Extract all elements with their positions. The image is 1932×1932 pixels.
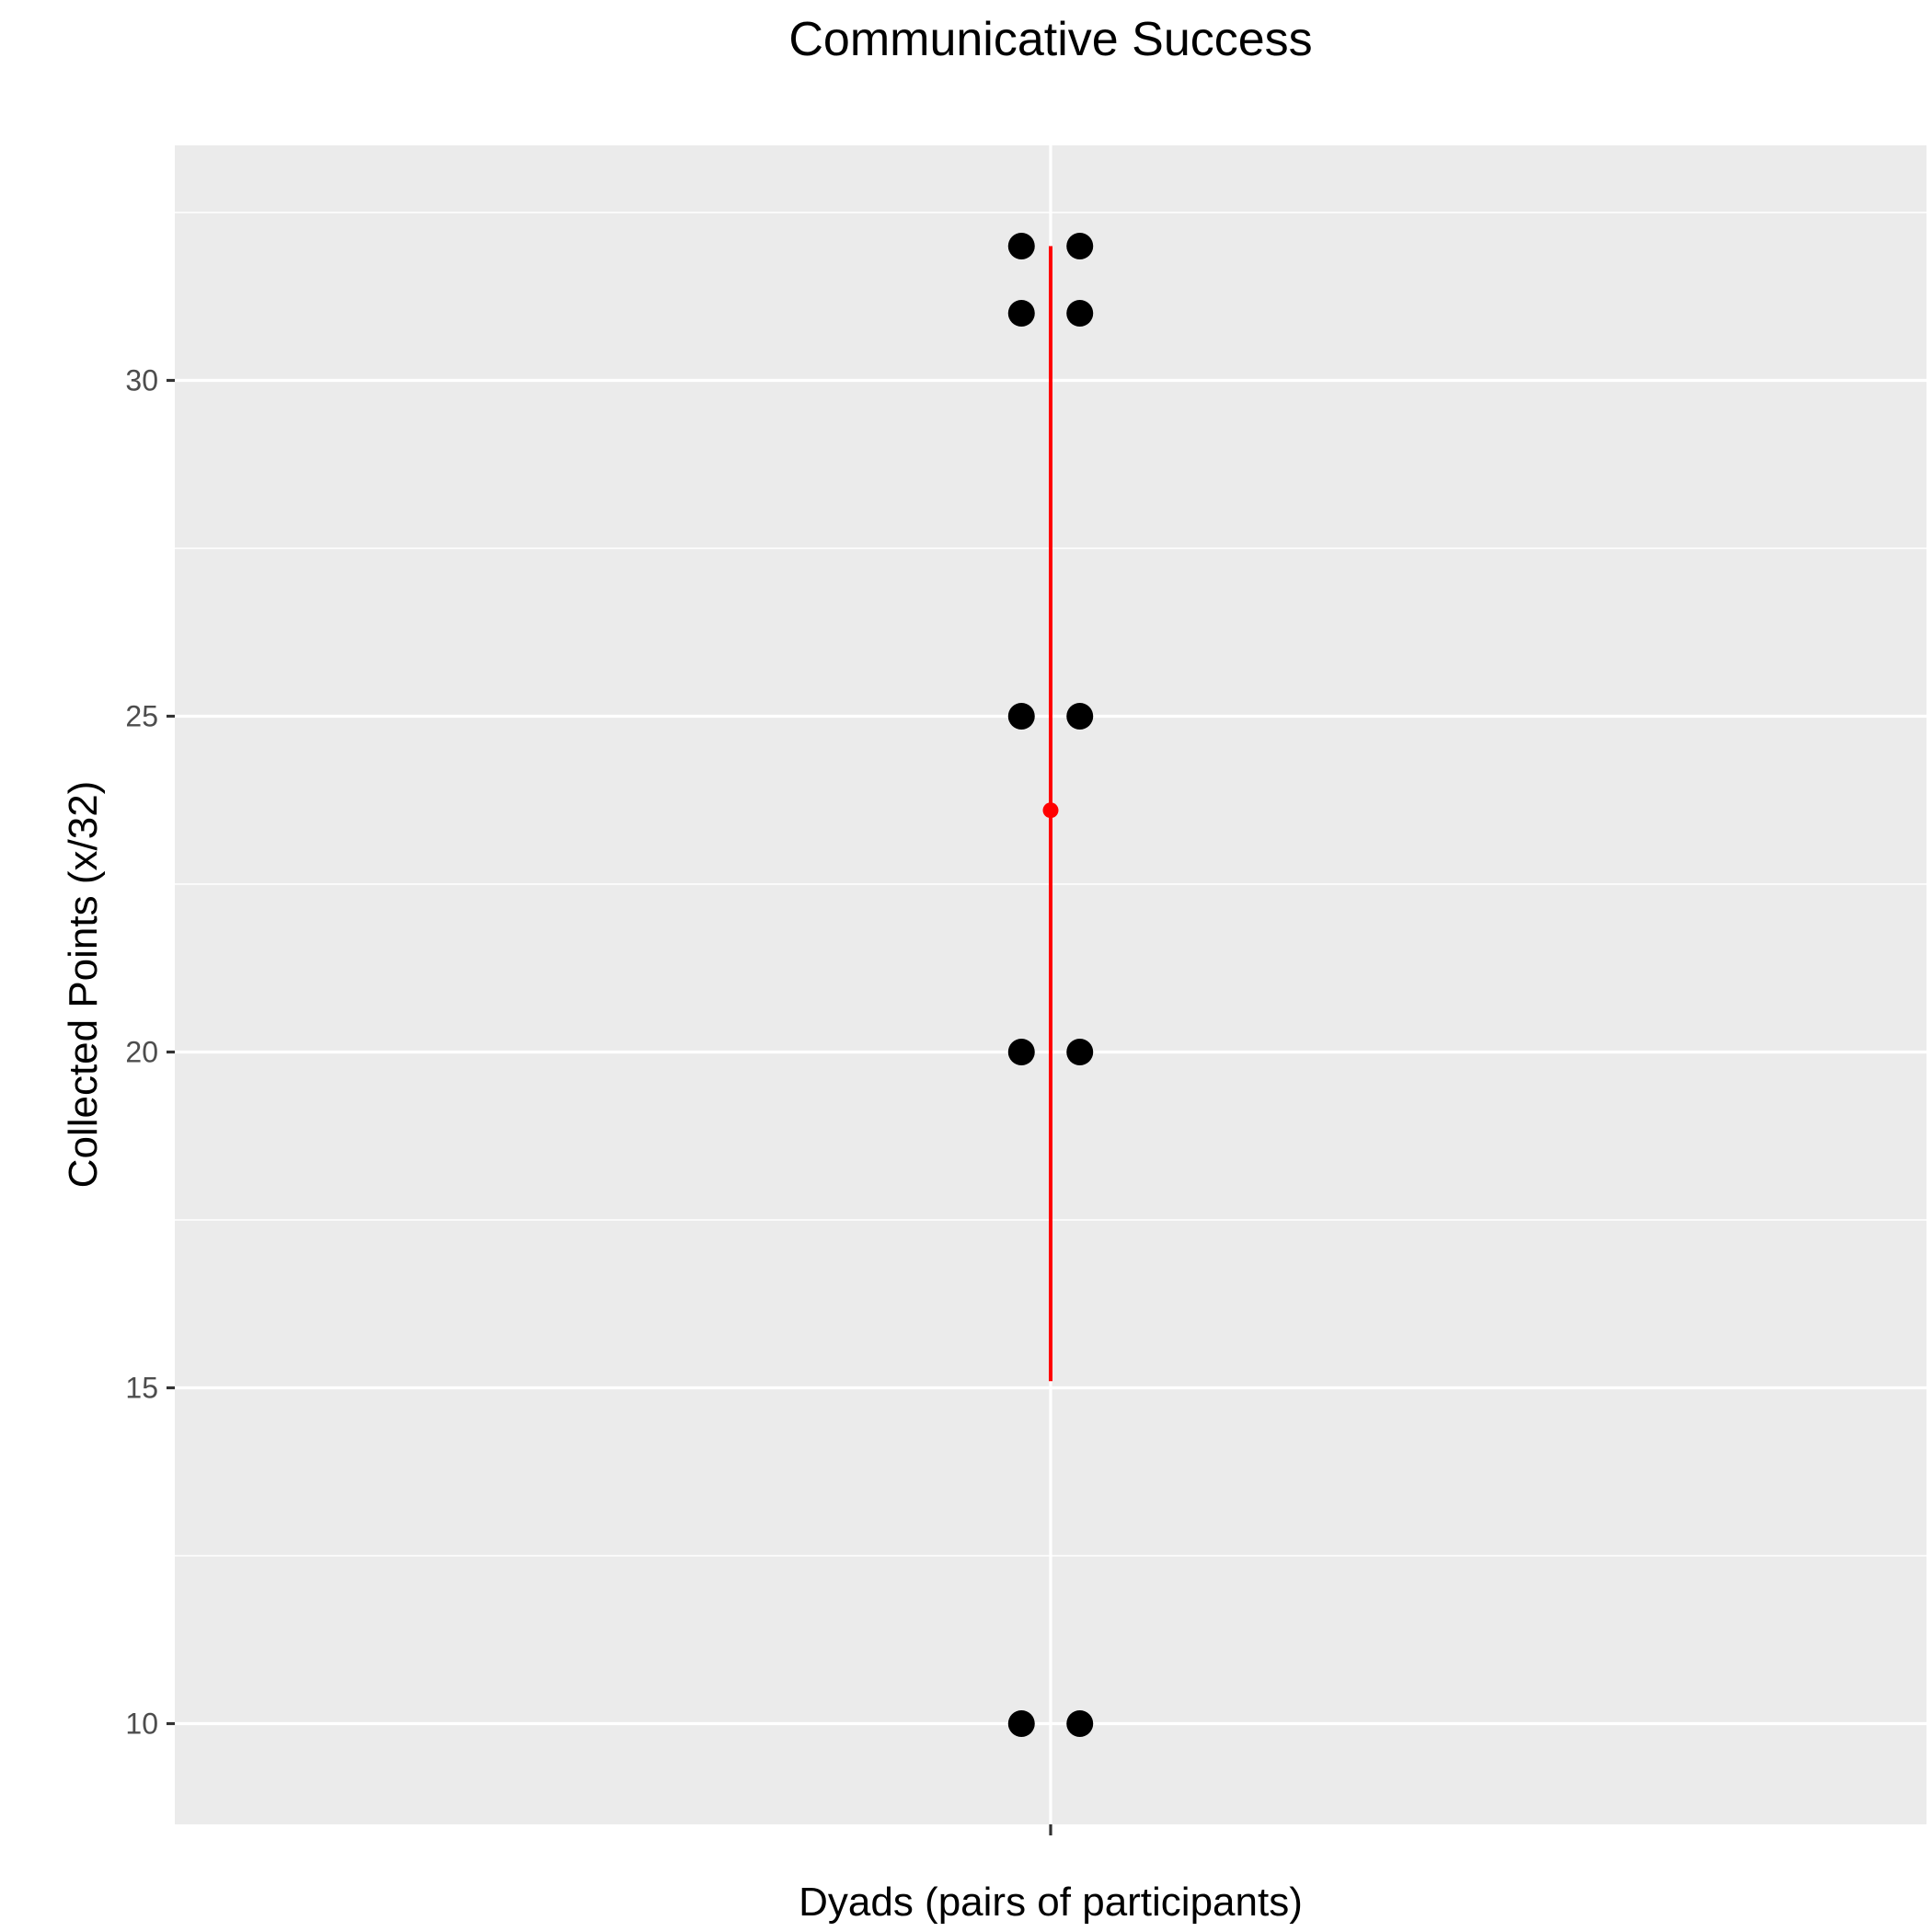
x-axis-title: Dyads (pairs of participants) xyxy=(799,1880,1303,1925)
data-point xyxy=(1007,300,1035,327)
data-point xyxy=(1066,233,1094,259)
data-point xyxy=(1007,1710,1035,1737)
y-tick-label: 30 xyxy=(125,364,158,397)
mean-range-summary xyxy=(1042,246,1059,1382)
mean-point xyxy=(1042,802,1059,819)
data-point xyxy=(1007,703,1035,730)
data-point xyxy=(1007,233,1035,259)
data-points xyxy=(1007,233,1094,1737)
y-axis-title: Collected Points (x/32) xyxy=(61,781,106,1189)
data-point xyxy=(1066,1710,1094,1737)
chart-title: Communicative Success xyxy=(788,13,1312,66)
y-tick-label: 20 xyxy=(125,1036,158,1069)
data-point xyxy=(1066,703,1094,730)
y-tick-label: 15 xyxy=(125,1372,158,1405)
y-tick-label: 25 xyxy=(125,700,158,733)
data-point xyxy=(1066,1039,1094,1065)
y-axis: 10 15 20 25 30 xyxy=(125,364,175,1741)
data-point xyxy=(1007,1039,1035,1065)
data-point xyxy=(1066,300,1094,327)
y-tick-label: 10 xyxy=(125,1708,158,1741)
